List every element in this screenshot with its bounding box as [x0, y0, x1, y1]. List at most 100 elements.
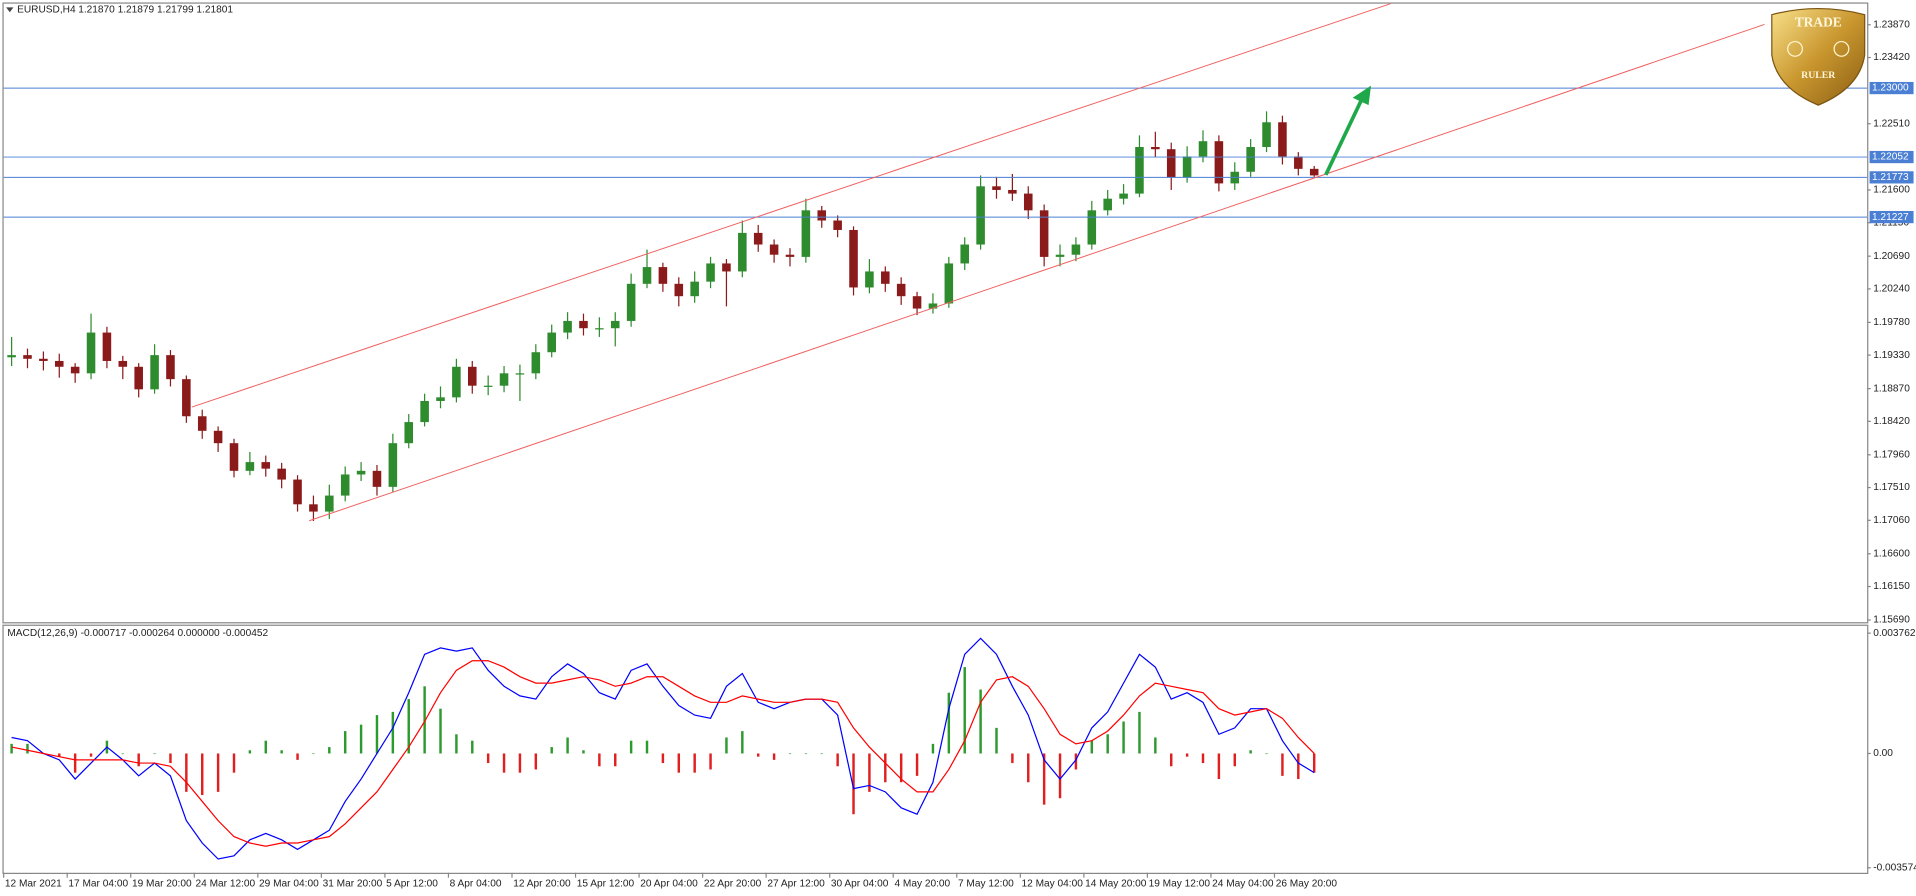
candle-body [325, 495, 334, 512]
candle-body [356, 470, 366, 475]
level-tag [1869, 171, 1914, 184]
candle-body [166, 355, 175, 380]
y-tick-label: 1.21600 [1873, 185, 1910, 196]
candle-body [833, 220, 842, 230]
price-pane [2, 2, 1869, 624]
histogram-bar [629, 740, 633, 754]
histogram-bar [1011, 753, 1014, 764]
histogram-bar [534, 753, 538, 770]
logo-icon [1787, 40, 1803, 57]
histogram-bar [407, 699, 410, 754]
indicator-line [11, 660, 1315, 847]
histogram-bar [391, 711, 395, 754]
candle-body [753, 232, 763, 245]
histogram-bar [756, 753, 760, 757]
candle-body [54, 360, 64, 367]
candle-body [293, 479, 302, 505]
candle-body [1023, 193, 1033, 211]
y-tick-label: -0.003574 [1873, 862, 1916, 873]
x-tick-label: 4 May 20:00 [894, 878, 950, 889]
candle-body [881, 271, 890, 284]
candle-body [1087, 210, 1097, 245]
logo-top: TRADE [1795, 14, 1842, 29]
indicator-line [11, 637, 1315, 860]
candle-body [1119, 193, 1128, 199]
histogram-bar [868, 753, 871, 792]
x-tick-label: 31 Mar 20:00 [323, 878, 383, 889]
histogram-bar [947, 692, 951, 754]
candle-body [182, 379, 191, 417]
candle-body [213, 430, 223, 444]
histogram-bar [1122, 721, 1125, 754]
histogram-bar [296, 753, 299, 760]
candle-body [277, 468, 286, 480]
candle-body [690, 281, 699, 297]
x-tick-label: 19 May 12:00 [1149, 878, 1211, 889]
histogram-bar [73, 753, 77, 773]
histogram-bar [1027, 753, 1030, 783]
candle-body [499, 373, 509, 386]
candle-body [658, 267, 668, 284]
candle-body [86, 332, 96, 374]
candle-body [1182, 156, 1192, 178]
x-tick-label: 14 May 20:00 [1085, 878, 1147, 889]
level-label: 1.23000 [1872, 83, 1909, 94]
histogram-bar [1138, 711, 1141, 754]
y-tick-label: 1.16600 [1873, 548, 1910, 559]
histogram-bar [550, 747, 553, 754]
histogram-bar [661, 753, 665, 764]
histogram-bar [645, 740, 649, 754]
candle-body [865, 271, 874, 288]
candle-body [118, 360, 128, 367]
histogram-bar [899, 753, 903, 783]
x-tick-label: 24 Mar 12:00 [196, 878, 256, 889]
x-tick-label: 19 Mar 20:00 [132, 878, 192, 889]
histogram-bar [10, 743, 13, 754]
histogram-bar [58, 753, 61, 757]
y-tick-label: 1.19330 [1873, 350, 1910, 361]
histogram-bar [1154, 737, 1157, 754]
candle-body [420, 400, 429, 423]
x-tick-label: 12 Mar 2021 [5, 878, 62, 889]
candle-body [197, 416, 207, 431]
candle-body [1278, 122, 1287, 157]
candle-body [1309, 168, 1319, 176]
candle-body [1151, 147, 1160, 150]
y-tick-label: 1.15690 [1873, 615, 1910, 626]
candle-body [134, 366, 143, 390]
histogram-bar [1042, 753, 1046, 805]
axis-labels: 1.238701.234201.225101.216001.211501.206… [3, 19, 1916, 889]
histogram-bar [1265, 753, 1268, 755]
y-tick-label: 1.22510 [1873, 118, 1910, 129]
x-tick-label: 17 Mar 04:00 [68, 878, 128, 889]
x-tick-label: 26 May 20:00 [1276, 878, 1338, 889]
ohlc-header: 1.21870 1.21879 1.21799 1.21801 [78, 4, 233, 15]
histogram-bar [518, 753, 522, 773]
macd-header: -0.000717 -0.000264 0.000000 -0.000452 [81, 628, 269, 639]
y-tick-label: 1.19780 [1873, 317, 1910, 328]
histogram-bar [582, 750, 585, 754]
candle-body [102, 332, 112, 361]
candle-body [960, 244, 969, 264]
histogram-bar [772, 753, 776, 760]
histogram-bar [566, 737, 569, 754]
histogram-bar [153, 753, 156, 755]
histogram-bar [884, 753, 887, 783]
histogram-bar [725, 737, 728, 754]
histogram-bar [248, 750, 252, 754]
candle-body [817, 210, 827, 221]
y-tick-label: 1.18870 [1873, 383, 1910, 394]
candle-body [674, 283, 684, 297]
candle-body [626, 283, 636, 321]
histogram-bar [995, 727, 998, 754]
x-tick-label: 20 Apr 04:00 [640, 878, 698, 889]
histogram-bar [1106, 734, 1109, 754]
histogram-bar [1090, 740, 1094, 754]
candle-body [1198, 141, 1208, 157]
candle-body [388, 443, 398, 487]
candle-body [1008, 189, 1017, 194]
histogram-bar [439, 708, 442, 754]
macd-pane [2, 624, 1869, 874]
x-tick-label: 30 Apr 04:00 [831, 878, 889, 889]
